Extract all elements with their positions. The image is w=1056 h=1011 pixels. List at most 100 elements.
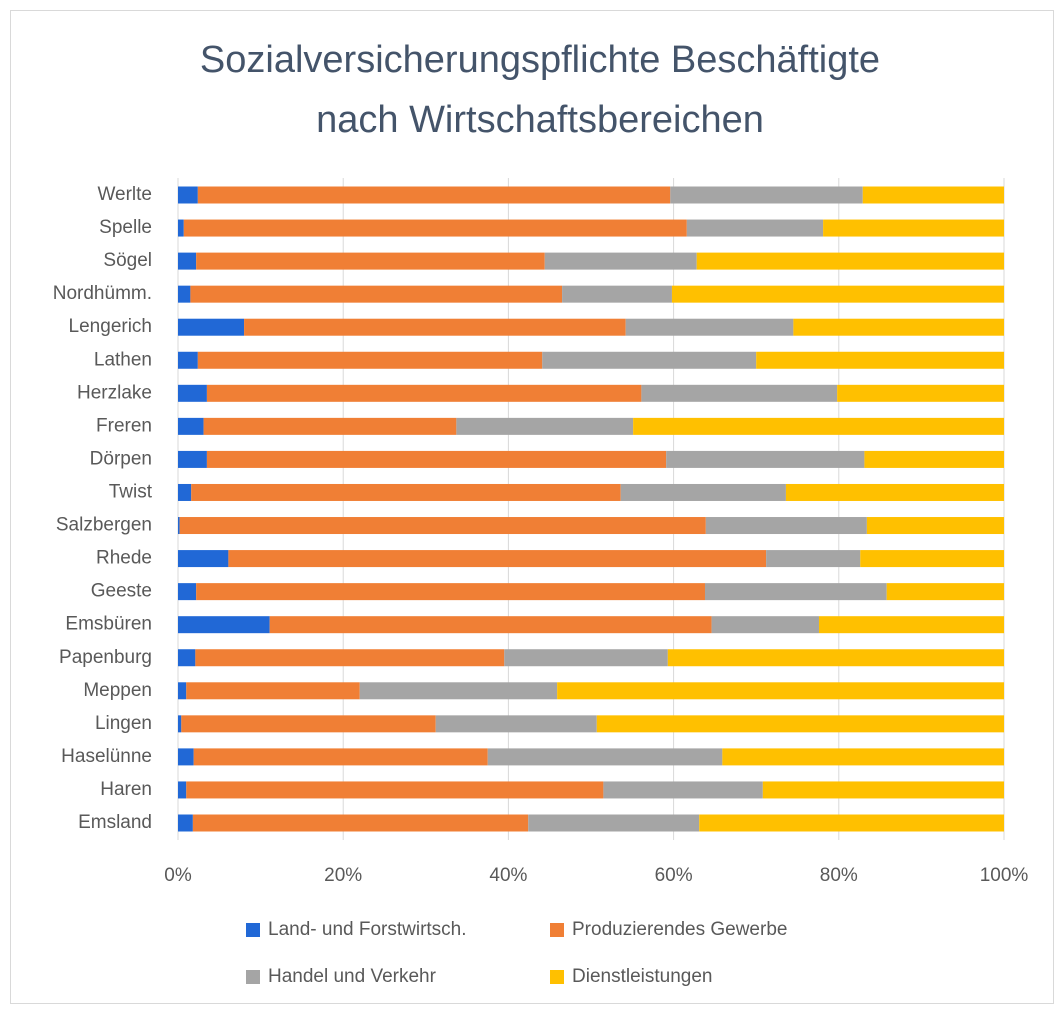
bar-segment (603, 781, 763, 799)
bar-segment (633, 417, 1004, 435)
y-tick-label: Emsland (78, 812, 152, 833)
bar-segment (487, 748, 723, 766)
bar-segment (197, 186, 671, 204)
y-tick-label: Rhede (96, 548, 152, 569)
bar-segment (179, 517, 706, 535)
bar-segment (228, 550, 767, 568)
chart-title: Sozialversicherungspflichte Beschäftigte (200, 39, 880, 81)
bar-segment (544, 252, 697, 270)
bar-segment (504, 649, 668, 667)
bar-segment (181, 715, 436, 733)
bar-segment (542, 351, 757, 369)
bar-segment (178, 748, 194, 766)
bar-segment (456, 417, 634, 435)
bar-segment (206, 384, 642, 402)
bar-segment (178, 417, 204, 435)
bar-segment (178, 649, 196, 667)
bar-segment (862, 186, 1004, 204)
bar-segment (620, 483, 786, 501)
bar-segment (178, 483, 192, 501)
bar-segment (196, 252, 545, 270)
bar-segment (696, 252, 1004, 270)
y-tick-label: Haren (100, 779, 152, 800)
bar-segment (178, 285, 191, 303)
y-tick-label: Sögel (103, 250, 152, 271)
bar-segment (178, 384, 207, 402)
y-tick-label: Emsbüren (65, 614, 152, 635)
y-tick-label: Dörpen (90, 448, 152, 469)
legend-label: Land- und Forstwirtsch. (268, 919, 467, 940)
bar-segment (641, 384, 838, 402)
y-tick-label: Lathen (94, 349, 152, 370)
bar-segment (667, 649, 1004, 667)
bar-segment (192, 814, 529, 832)
bar-segment (864, 450, 1004, 468)
legend-swatch (246, 923, 260, 937)
legend-label: Dienstleistungen (572, 966, 712, 987)
bar-segment (711, 616, 819, 634)
bar-segment (860, 550, 1004, 568)
bar-segment (269, 616, 712, 634)
bar-segment (178, 814, 193, 832)
x-tick-label: 40% (489, 865, 527, 886)
bar-segment (186, 682, 360, 700)
y-tick-label: Spelle (99, 217, 152, 238)
bar-segment (866, 517, 1004, 535)
bar-segment (191, 483, 621, 501)
bar-segment (178, 682, 187, 700)
bar-segment (671, 285, 1004, 303)
y-tick-label: Freren (96, 415, 152, 436)
bar-segment (435, 715, 597, 733)
bar-segment (178, 781, 187, 799)
bar-segment (557, 682, 1004, 700)
bar-segment (886, 583, 1004, 601)
y-tick-label: Geeste (91, 581, 152, 602)
bar-segment (178, 186, 198, 204)
bar-segment (178, 318, 245, 336)
bar-segment (596, 715, 1004, 733)
x-tick-label: 0% (164, 865, 192, 886)
x-tick-label: 60% (655, 865, 693, 886)
bar-segment (178, 715, 182, 733)
y-tick-label: Twist (109, 481, 153, 502)
bar-segment (190, 285, 563, 303)
bar-segment (766, 550, 861, 568)
bar-segment (793, 318, 1004, 336)
bar-segment (359, 682, 558, 700)
y-tick-label: Werlte (97, 184, 152, 205)
legend-label: Handel und Verkehr (268, 966, 437, 987)
x-tick-label: 20% (324, 865, 362, 886)
bar-segment (178, 351, 198, 369)
bar-segment (193, 748, 488, 766)
y-tick-label: Haselünne (61, 746, 152, 767)
bar-segment (206, 450, 667, 468)
bar-segment (203, 417, 457, 435)
legend-label: Produzierendes Gewerbe (572, 919, 787, 940)
legend-swatch (246, 970, 260, 984)
bar-segment (762, 781, 1004, 799)
bar-segment (178, 583, 197, 601)
bar-segment (699, 814, 1004, 832)
bar-segment (178, 517, 180, 535)
bar-segment (186, 781, 604, 799)
bar-segment (818, 616, 1004, 634)
bar-segment (823, 219, 1004, 237)
y-tick-label: Papenburg (59, 647, 152, 668)
bar-segment (528, 814, 700, 832)
legend-swatch (550, 923, 564, 937)
bar-segment (625, 318, 794, 336)
y-tick-label: Lingen (95, 713, 152, 734)
bar-segment (704, 583, 887, 601)
y-tick-label: Herzlake (77, 382, 152, 403)
bar-segment (785, 483, 1004, 501)
bar-segment (562, 285, 672, 303)
bar-segment (178, 550, 229, 568)
x-tick-label: 100% (980, 865, 1029, 886)
y-tick-label: Nordhümm. (53, 283, 152, 304)
bar-segment (686, 219, 824, 237)
chart-title: nach Wirtschaftsbereichen (316, 99, 764, 141)
y-tick-label: Salzbergen (56, 515, 152, 536)
bar-segment (670, 186, 863, 204)
bar-segment (183, 219, 687, 237)
